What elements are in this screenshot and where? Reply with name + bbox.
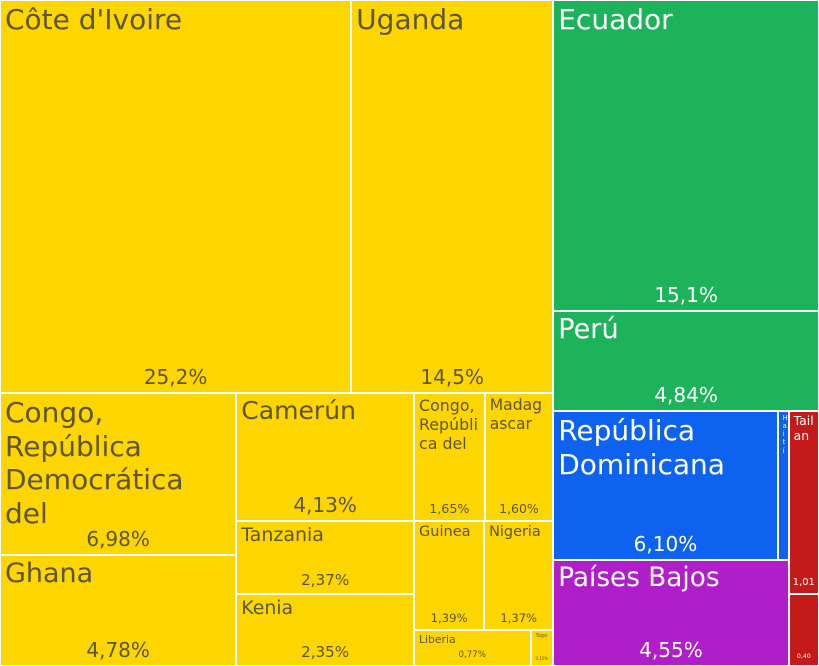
cell-value: 15,1% <box>654 283 718 308</box>
cell-value: 14,5% <box>420 365 484 390</box>
treemap-cell: Haití <box>777 411 789 561</box>
cell-label: Tanzania <box>241 523 324 546</box>
treemap-cell: República Dominicana 6,10% <box>553 411 778 561</box>
treemap-cell: Guinea 1,39% <box>414 521 485 630</box>
cell-value: 6,10% <box>633 532 698 557</box>
cell-value: 0,15% <box>535 655 549 661</box>
cell-label: Ecuador <box>558 3 673 36</box>
cell-label: Guinea <box>419 524 471 541</box>
cell-value: 1,39% <box>430 610 468 625</box>
cell-label: Madagascar <box>489 396 543 433</box>
cell-value: 1,37% <box>500 611 538 626</box>
cell-label: Côte d'Ivoire <box>5 3 183 36</box>
treemap-cell: 0,40 <box>788 593 819 666</box>
cell-label: Togo <box>535 632 548 639</box>
treemap-cell: Tailan 1,01 <box>788 411 819 594</box>
cell-value: 4,13% <box>293 492 357 517</box>
treemap-cell: Ghana 4,78% <box>0 555 237 666</box>
treemap-cell: Liberia 0,77% <box>414 629 531 666</box>
cell-value: 25,2% <box>143 365 208 390</box>
cell-label: Países Bajos <box>558 563 720 594</box>
treemap-cell: Tanzania 2,37% <box>236 520 415 594</box>
treemap-cell: Ecuador 15,1% <box>553 0 819 312</box>
cell-label: Nigeria <box>489 524 541 541</box>
cell-value: 2,37% <box>301 570 350 589</box>
cell-label: Ghana <box>5 558 94 590</box>
cell-value: 1,65% <box>429 501 470 517</box>
cell-value: 4,78% <box>86 637 150 662</box>
cell-label: Uganda <box>356 3 465 36</box>
cell-label: Camerún <box>241 396 356 426</box>
cell-label: Haití <box>782 414 788 455</box>
treemap-cell: Uganda 14,5% <box>351 0 554 394</box>
cell-value: 4,55% <box>639 637 703 662</box>
cell-value: 4,84% <box>654 383 718 408</box>
treemap-cell: Madagascar 1,60% <box>484 393 554 522</box>
treemap-cell: Togo 0,15% <box>530 629 554 666</box>
cell-label: República Dominicana <box>558 414 725 481</box>
cell-value: 0,40 <box>796 653 811 661</box>
cell-value: 6,98% <box>86 527 150 552</box>
treemap-cell: Congo, República del 1,65% <box>414 393 485 522</box>
cell-value: 1,60% <box>499 501 539 517</box>
cell-label: Congo, República Democrática del <box>5 396 184 530</box>
treemap-cell: Kenia 2,35% <box>236 593 415 666</box>
cell-label: Kenia <box>241 596 294 619</box>
cell-label: Tailan <box>793 413 814 444</box>
treemap-cell: Perú 4,84% <box>553 311 819 412</box>
cell-label: Perú <box>558 314 619 346</box>
cell-value: 2,35% <box>301 643 350 662</box>
cell-label: Liberia <box>419 632 456 646</box>
treemap-cell: Camerún 4,13% <box>236 393 415 521</box>
treemap-cell: Países Bajos 4,55% <box>553 560 789 666</box>
cell-value: 1,01 <box>792 576 815 588</box>
treemap-cell: Côte d'Ivoire 25,2% <box>0 0 352 394</box>
treemap-cell: Nigeria 1,37% <box>484 521 554 630</box>
treemap-cell: Congo, República Democrática del 6,98% <box>0 393 237 556</box>
cell-value: 0,77% <box>458 650 487 661</box>
cell-label: Congo, República del <box>419 396 478 454</box>
